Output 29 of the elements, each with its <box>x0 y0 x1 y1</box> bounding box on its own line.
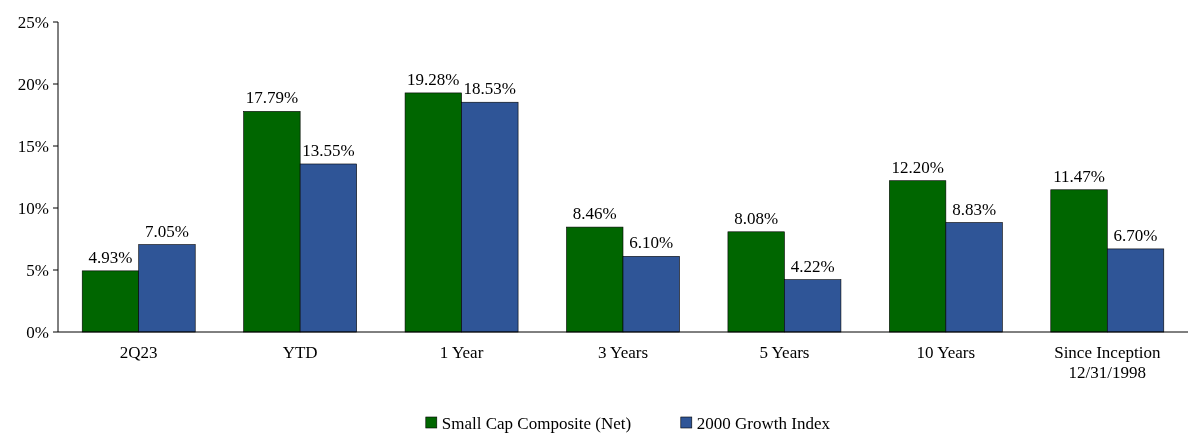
x-tick-label: YTD <box>282 343 318 362</box>
data-label: 7.05% <box>145 221 189 241</box>
data-label: 4.93% <box>88 247 133 267</box>
x-tick-label: Since Inception 12/31/1998 <box>1054 343 1161 382</box>
legend-label: 2000 Growth Index <box>696 414 831 433</box>
data-label: 8.08% <box>734 208 779 228</box>
data-label: 18.53% <box>463 79 517 99</box>
x-tick-label: 2Q23 <box>119 343 158 362</box>
data-label: 19.28% <box>407 69 460 89</box>
data-label: 12.20% <box>891 157 944 177</box>
y-tick-label: 0% <box>26 322 49 342</box>
x-tick-label: 3 Years <box>597 343 649 362</box>
x-tick-label: 1 Year <box>439 343 484 362</box>
x-tick-label: 10 Years <box>916 343 976 362</box>
data-label: 8.83% <box>952 199 997 219</box>
data-label: 13.55% <box>302 140 355 160</box>
y-tick-label: 25% <box>17 12 49 32</box>
data-label: 6.70% <box>1113 225 1158 245</box>
data-label: 11.47% <box>1053 166 1105 186</box>
y-tick-label: 15% <box>17 136 49 156</box>
y-tick-label: 10% <box>17 198 49 218</box>
legend-label: Small Cap Composite (Net) <box>441 414 632 433</box>
data-label: 8.46% <box>572 204 617 224</box>
y-tick-label: 20% <box>17 74 49 94</box>
data-label: 6.10% <box>629 233 674 253</box>
y-tick-label: 5% <box>26 260 49 280</box>
data-label: 17.79% <box>245 88 299 108</box>
x-tick-label: 5 Years <box>759 343 810 362</box>
data-label: 4.22% <box>790 256 835 276</box>
